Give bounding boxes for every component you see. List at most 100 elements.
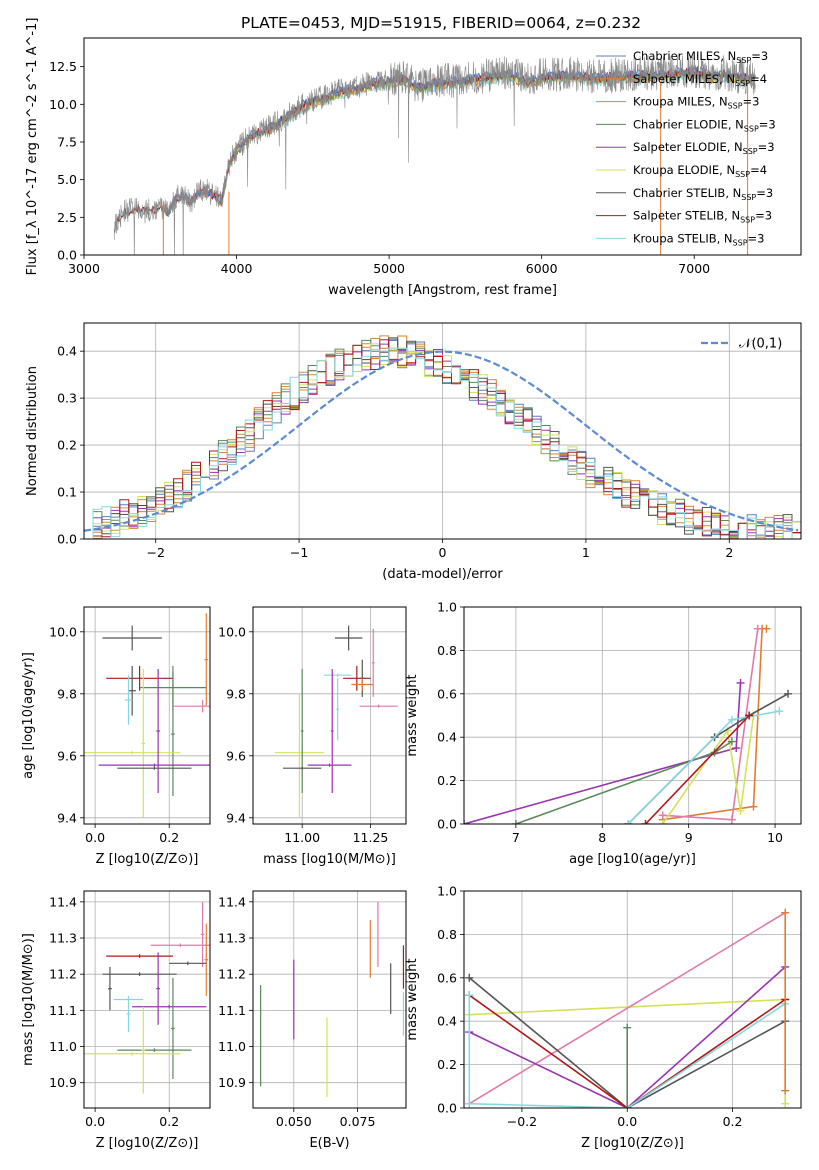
weight-line bbox=[644, 714, 750, 824]
weight-marker bbox=[658, 820, 667, 824]
x-tick-label: 3000 bbox=[68, 261, 100, 276]
histogram-kroupa-stelib bbox=[84, 347, 801, 539]
x-tick-label: 10 bbox=[767, 830, 783, 845]
x-axis-label: age [log10(age/yr)] bbox=[569, 852, 696, 867]
y-tick-label: 5.0 bbox=[57, 172, 77, 187]
chart-massweight_vs_age: 7 8 9 10 0.0 0.2 0.4 0.6 0.8 1.0 age [log10(age/yr… bbox=[405, 600, 802, 867]
x-tick-label: 7 bbox=[512, 830, 520, 845]
y-tick-label: 10.9 bbox=[218, 1075, 246, 1090]
y-tick-label: 9.8 bbox=[226, 686, 246, 701]
weight-line bbox=[515, 740, 733, 824]
weight-marker bbox=[775, 707, 784, 716]
x-tick-label: 8 bbox=[598, 830, 606, 845]
weight-marker bbox=[762, 624, 771, 633]
weight-marker bbox=[465, 991, 474, 1000]
weight-marker bbox=[658, 811, 667, 820]
x-tick-label: 0.2 bbox=[723, 1114, 743, 1129]
weight-marker bbox=[736, 806, 745, 815]
y-axis-label: mass [log10(M/M⊙)] bbox=[21, 933, 36, 1066]
y-tick-label: 0.0 bbox=[57, 532, 77, 547]
y-tick-label: 1.0 bbox=[437, 884, 457, 899]
chart-residuals: −2 −1 0 1 2 0.0 0.1 0.2 0.3 0.4 (data-model)/error… bbox=[25, 322, 802, 582]
legend-label: Kroupa STELIB, NSSP=3 bbox=[633, 231, 764, 247]
x-tick-label: 0.050 bbox=[276, 1114, 312, 1129]
x-tick-label: 9 bbox=[685, 830, 693, 845]
weight-line bbox=[662, 715, 755, 824]
chart-spectrum: 3000 4000 5000 6000 7000 0.0 2.5 5.0 7.5 10.0 12.5… bbox=[25, 18, 802, 298]
weight-marker bbox=[784, 689, 793, 698]
weight-marker bbox=[727, 715, 736, 724]
x-tick-label: 6000 bbox=[526, 261, 558, 276]
y-tick-label: 0.4 bbox=[437, 1014, 457, 1029]
weight-line bbox=[468, 994, 786, 1108]
weight-marker bbox=[749, 802, 758, 811]
y-tick-label: 7.5 bbox=[57, 134, 77, 149]
weight-marker bbox=[623, 1023, 632, 1032]
x-tick-label: 0.0 bbox=[617, 1114, 637, 1129]
x-tick-label: 0 bbox=[439, 545, 447, 560]
y-tick-label: 0.0 bbox=[437, 1101, 457, 1116]
weight-marker bbox=[624, 820, 633, 824]
y-tick-label: 0.2 bbox=[437, 773, 457, 788]
y-axis-label: Normed distribution bbox=[25, 366, 40, 496]
y-tick-label: 0.2 bbox=[57, 438, 77, 453]
y-tick-label: 11.1 bbox=[49, 1003, 77, 1018]
axes-frame bbox=[83, 37, 802, 256]
chart-age_vs_Z: 0.0 0.2 9.4 9.6 9.8 10.0 Z [log10(Z/Z⊙)] age [l… bbox=[21, 606, 211, 867]
plot-area bbox=[114, 53, 756, 255]
y-tick-label: 11.4 bbox=[218, 894, 246, 909]
weight-marker bbox=[623, 1104, 632, 1108]
legend-label: Chabrier STELIB, NSSP=3 bbox=[633, 186, 773, 202]
x-axis-label: wavelength [Angstrom, rest frame] bbox=[328, 283, 557, 298]
weight-line bbox=[468, 912, 786, 1105]
weight-marker bbox=[736, 678, 745, 687]
y-tick-label: 12.5 bbox=[49, 59, 77, 74]
chart-massweight_vs_Z: −0.2 0.0 0.2 0.0 0.2 0.4 0.6 0.8 1.0 Z [log10(Z/Z… bbox=[405, 884, 802, 1151]
y-tick-label: 0.8 bbox=[437, 927, 457, 942]
y-axis-label: mass weight bbox=[405, 674, 420, 756]
y-tick-label: 0.4 bbox=[57, 344, 77, 359]
plot-area bbox=[84, 613, 210, 818]
x-axis-label: Z [log10(Z/Z⊙)] bbox=[96, 1136, 199, 1151]
x-tick-label: 0.0 bbox=[85, 1114, 105, 1129]
y-tick-label: 9.4 bbox=[57, 810, 77, 825]
x-axis-label: E(B-V) bbox=[309, 1136, 349, 1151]
y-tick-label: 10.9 bbox=[49, 1075, 77, 1090]
charts-container: 3000 4000 5000 6000 70000.02.55.07.510.012.5… bbox=[21, 18, 802, 1151]
x-tick-label: −1 bbox=[290, 545, 308, 560]
y-tick-label: 11.2 bbox=[218, 967, 246, 982]
y-tick-label: 11.4 bbox=[49, 894, 77, 909]
y-tick-label: 9.6 bbox=[57, 748, 77, 763]
plot-area bbox=[465, 908, 790, 1108]
x-tick-label: 7000 bbox=[678, 261, 710, 276]
chart-age_vs_mass: 11.00 11.25 9.4 9.6 9.8 10.0 mass [log10(M/M⊙)… bbox=[218, 606, 407, 867]
weight-marker bbox=[732, 744, 741, 753]
y-tick-label: 1.0 bbox=[437, 600, 457, 615]
plot-area bbox=[464, 624, 793, 824]
y-tick-label: 0.6 bbox=[437, 970, 457, 985]
legend-label: Salpeter ELODIE, NSSP=3 bbox=[633, 140, 775, 156]
y-axis-label: mass weight bbox=[405, 958, 420, 1040]
weight-marker bbox=[727, 815, 736, 824]
y-tick-label: 0.0 bbox=[57, 248, 77, 263]
plot-area bbox=[274, 625, 398, 818]
axes-frame bbox=[463, 890, 802, 1109]
y-tick-label: 10.0 bbox=[49, 624, 77, 639]
y-tick-label: 11.0 bbox=[49, 1039, 77, 1054]
x-tick-label: 5000 bbox=[373, 261, 405, 276]
x-tick-label: 11.25 bbox=[353, 830, 389, 845]
y-tick-label: 9.6 bbox=[226, 748, 246, 763]
y-axis-label: Flux [f_λ 10^-17 erg cm^-2 s^-1 A^-1] bbox=[25, 18, 40, 276]
y-tick-label: 10.0 bbox=[218, 624, 246, 639]
y-tick-label: 11.2 bbox=[49, 967, 77, 982]
weight-marker bbox=[781, 1086, 790, 1095]
weight-line bbox=[468, 995, 786, 1108]
y-tick-label: 2.5 bbox=[57, 210, 77, 225]
observed-spectrum bbox=[114, 53, 756, 255]
plot-area bbox=[84, 335, 801, 539]
y-tick-label: 0.6 bbox=[437, 686, 457, 701]
x-tick-label: 0.0 bbox=[85, 830, 105, 845]
gaussian-curve bbox=[84, 350, 799, 532]
x-tick-label: −2 bbox=[146, 545, 164, 560]
